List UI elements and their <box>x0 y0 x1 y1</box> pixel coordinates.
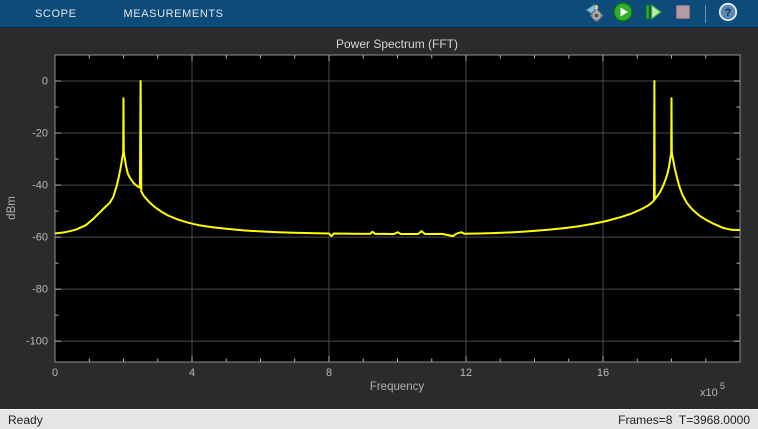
help-button[interactable]: ? <box>716 2 740 26</box>
run-button[interactable] <box>611 2 635 26</box>
status-bar: Ready Frames=8 T=3968.0000 <box>0 409 758 429</box>
toolstrip-tabs: SCOPE MEASUREMENTS <box>0 0 236 27</box>
x-axis-multiplier: x10 <box>700 387 718 399</box>
x-tick-label: 8 <box>326 367 332 379</box>
tick-labels: 0 4 8 12 16 0 -20 -40 -60 -80 -100 <box>26 76 609 379</box>
tab-measurements[interactable]: MEASUREMENTS <box>123 7 224 20</box>
power-spectrum-chart[interactable]: Power Spectrum (FFT) Frequency dBm x10 5… <box>0 28 758 409</box>
x-tick-label: 16 <box>597 367 609 379</box>
x-tick-label: 0 <box>52 367 58 379</box>
y-tick-label: -20 <box>32 128 48 140</box>
frames-time-readout: Frames=8 T=3968.0000 <box>618 412 750 427</box>
play-icon <box>612 1 634 26</box>
toolbar-divider <box>705 4 706 23</box>
svg-text:?: ? <box>725 7 732 19</box>
y-tick-label: 0 <box>42 76 48 88</box>
y-tick-label: -60 <box>32 232 48 244</box>
x-tick-label: 4 <box>189 367 195 379</box>
plot-area[interactable] <box>55 55 740 362</box>
step-back-gear-icon <box>582 1 604 26</box>
figure-area: Power Spectrum (FFT) Frequency dBm x10 5… <box>0 28 758 409</box>
stop-button[interactable] <box>671 2 695 26</box>
chart-title: Power Spectrum (FFT) <box>336 37 458 51</box>
status-text: Ready <box>8 412 43 427</box>
toolstrip: SCOPE MEASUREMENTS <box>0 0 758 28</box>
help-icon: ? <box>717 1 739 26</box>
y-tick-label: -100 <box>26 336 48 348</box>
simulation-toolbar: ? <box>581 2 758 26</box>
gridlines <box>55 55 740 362</box>
y-tick-label: -80 <box>32 284 48 296</box>
stop-icon <box>672 1 694 26</box>
power-spectrum-trace <box>54 80 741 238</box>
tab-scope[interactable]: SCOPE <box>35 7 77 20</box>
x-axis-label: Frequency <box>370 381 425 393</box>
axes-border <box>54 54 741 363</box>
y-tick-label: -40 <box>32 180 48 192</box>
step-forward-button[interactable] <box>641 2 665 26</box>
step-forward-icon <box>642 1 664 26</box>
step-back-settings-button[interactable] <box>581 2 605 26</box>
y-axis-label: dBm <box>6 196 18 220</box>
x-tick-label: 12 <box>460 367 472 379</box>
x-axis-multiplier-exponent: 5 <box>720 381 725 391</box>
